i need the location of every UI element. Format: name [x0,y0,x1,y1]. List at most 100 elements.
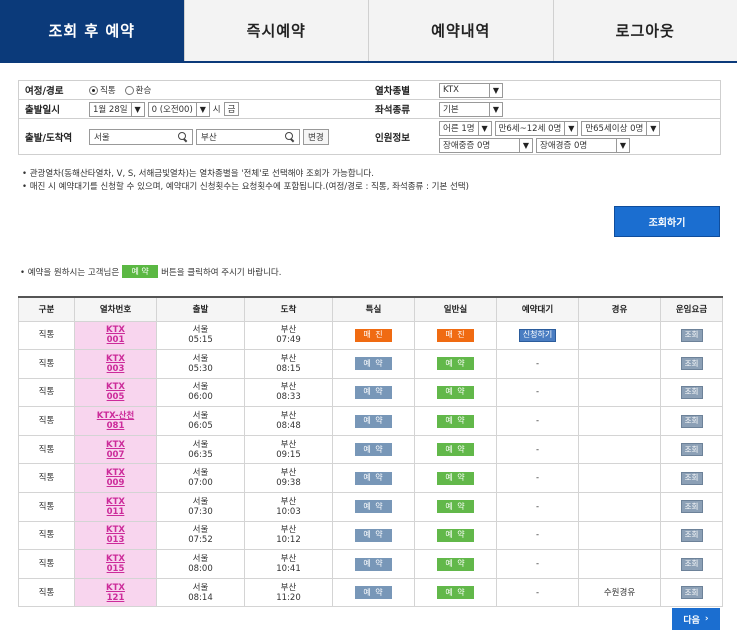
train-number-link[interactable]: KTX 013 [106,525,125,546]
first-class-cell: 예 약 [332,577,415,608]
search-button[interactable]: 조회하기 [614,206,720,237]
waitlist-cell: - [496,406,579,436]
senior-count-select[interactable]: 만65세이상 0명 ▼ [581,120,661,136]
general-cell: 예 약 [414,406,497,436]
waitlist-apply-button[interactable]: 신청하기 [518,328,557,342]
general-reserve-button[interactable]: 예 약 [437,357,474,371]
fare-lookup-button[interactable]: 조회 [680,500,703,514]
general-reserve-button[interactable]: 예 약 [437,414,474,428]
route-label: 출발/도착역 [25,132,73,144]
first-class-reserve-button[interactable]: 예 약 [355,586,392,600]
fare-lookup-button[interactable]: 조회 [680,443,703,457]
col-via: 경유 [578,296,661,322]
hour-select[interactable]: 0 (오전00) ▼ [147,101,210,117]
chevron-down-icon: ▼ [646,121,659,135]
via-cell [578,406,661,436]
table-row: 직통 KTX 009 서울 07:00 부산 09:38 예 약 예 약 - 조회 [18,463,723,494]
tab-instant-reserve[interactable]: 즉시예약 [184,0,369,61]
trip-route-field: 여정/경로 직통 환승 [19,81,369,99]
fare-lookup-button[interactable]: 조회 [680,328,703,342]
next-page-button[interactable]: 다음 › [672,608,720,630]
general-reserve-button[interactable]: 예 약 [437,500,474,514]
row-type: 직통 [18,377,75,408]
general-reserve-button[interactable]: 예 약 [437,586,474,600]
departure-cell: 서울 08:14 [156,577,245,608]
general-reserve-button[interactable]: 예 약 [437,528,474,542]
train-type-select[interactable]: KTX ▼ [439,82,503,98]
fare-lookup-button[interactable]: 조회 [680,471,703,485]
adult-count-select[interactable]: 어른 1명 ▼ [439,120,492,136]
search-icon[interactable] [284,131,296,143]
disabled-severe-select[interactable]: 장애중증 0명 ▼ [439,137,533,153]
radio-direct[interactable]: 직통 [89,84,116,96]
via-cell [578,463,661,494]
first-class-reserve-button[interactable]: 예 약 [355,557,392,571]
tab-logout[interactable]: 로그아웃 [553,0,737,61]
train-number-link[interactable]: KTX 015 [106,554,125,575]
departure-cell: 서울 07:00 [156,463,245,494]
fare-cell: 조회 [660,349,723,379]
fare-cell: 조회 [660,577,723,608]
tab-reserve-after-search[interactable]: 조회 후 예약 [0,0,185,61]
general-cell: 예 약 [414,492,497,522]
general-reserve-button[interactable]: 예 약 [437,471,474,485]
row-type: 직통 [18,520,75,551]
general-cell: 예 약 [414,349,497,379]
fare-lookup-button[interactable]: 조회 [680,528,703,542]
disabled-mild-select[interactable]: 장애경증 0명 ▼ [536,137,630,153]
general-reserve-button[interactable]: 예 약 [437,443,474,457]
tab-reservation-history[interactable]: 예약내역 [369,0,554,61]
train-number-link[interactable]: KTX 011 [106,496,125,517]
departure-station-input[interactable]: 서울 [89,128,193,145]
date-select[interactable]: 1월 28일 ▼ [89,101,145,117]
search-icon[interactable] [177,131,189,143]
general-cell: 예 약 [414,463,497,494]
fare-lookup-button[interactable]: 조회 [680,357,703,371]
chevron-down-icon: ▼ [477,121,491,135]
train-number-link[interactable]: KTX 009 [106,468,125,489]
general-reserve-button[interactable]: 매 진 [437,328,474,342]
first-class-reserve-button[interactable]: 예 약 [355,385,392,399]
train-number-link[interactable]: KTX 007 [106,439,125,460]
radio-transfer[interactable]: 환승 [124,84,151,96]
passenger-label: 인원정보 [375,132,410,144]
departure-cell: 서울 06:05 [156,406,245,436]
first-class-reserve-button[interactable]: 예 약 [355,528,392,542]
table-row: 직통 KTX 015 서울 08:00 부산 10:41 예 약 예 약 - 조회 [18,549,723,579]
seat-type-select[interactable]: 기본 ▼ [439,101,503,117]
first-class-reserve-button[interactable]: 예 약 [355,357,392,371]
first-class-reserve-button[interactable]: 매 진 [355,328,392,342]
general-reserve-button[interactable]: 예 약 [437,385,474,399]
train-number-link[interactable]: KTX 001 [106,325,125,346]
radio-icon [89,85,98,95]
table-row: 직통 KTX 001 서울 05:15 부산 07:49 매 진 매 진 신청하기 조회 [18,320,723,351]
top-tab-bar: 조회 후 예약 즉시예약 예약내역 로그아웃 [0,0,737,63]
swap-stations-button[interactable]: 변경 [303,128,329,145]
train-number-link[interactable]: KTX 121 [106,582,125,603]
waitlist-none: - [535,444,540,455]
first-class-reserve-button[interactable]: 예 약 [355,500,392,514]
row-type: 직통 [18,549,75,579]
via-cell [578,349,661,379]
first-class-reserve-button[interactable]: 예 약 [355,414,392,428]
first-class-reserve-button[interactable]: 예 약 [355,471,392,485]
fare-lookup-button[interactable]: 조회 [680,385,703,399]
train-number-link[interactable]: KTX 003 [106,353,125,374]
first-class-cell: 예 약 [332,492,415,522]
chevron-down-icon: ▼ [130,102,144,116]
arrival-cell: 부산 07:49 [244,320,333,351]
first-class-reserve-button[interactable]: 예 약 [355,443,392,457]
child-count-select[interactable]: 만6세~12세 0명 ▼ [494,120,579,136]
arrival-station-input[interactable]: 부산 [196,128,300,145]
waitlist-none: - [535,387,540,398]
fare-lookup-button[interactable]: 조회 [680,557,703,571]
waitlist-cell: - [496,377,579,408]
table-row: 직통 KTX 011 서울 07:30 부산 10:03 예 약 예 약 - 조회 [18,492,723,522]
fare-lookup-button[interactable]: 조회 [680,586,703,600]
fare-lookup-button[interactable]: 조회 [680,414,703,428]
search-form: 여정/경로 직통 환승 열차종별 KTX ▼ 출발일시 1월 28일 ▼ 0 (오전… [18,80,721,155]
train-number-link[interactable]: KTX-산천 081 [96,411,135,432]
general-reserve-button[interactable]: 예 약 [437,557,474,571]
train-number-cell: KTX 009 [74,463,157,494]
train-number-link[interactable]: KTX 005 [106,382,125,403]
